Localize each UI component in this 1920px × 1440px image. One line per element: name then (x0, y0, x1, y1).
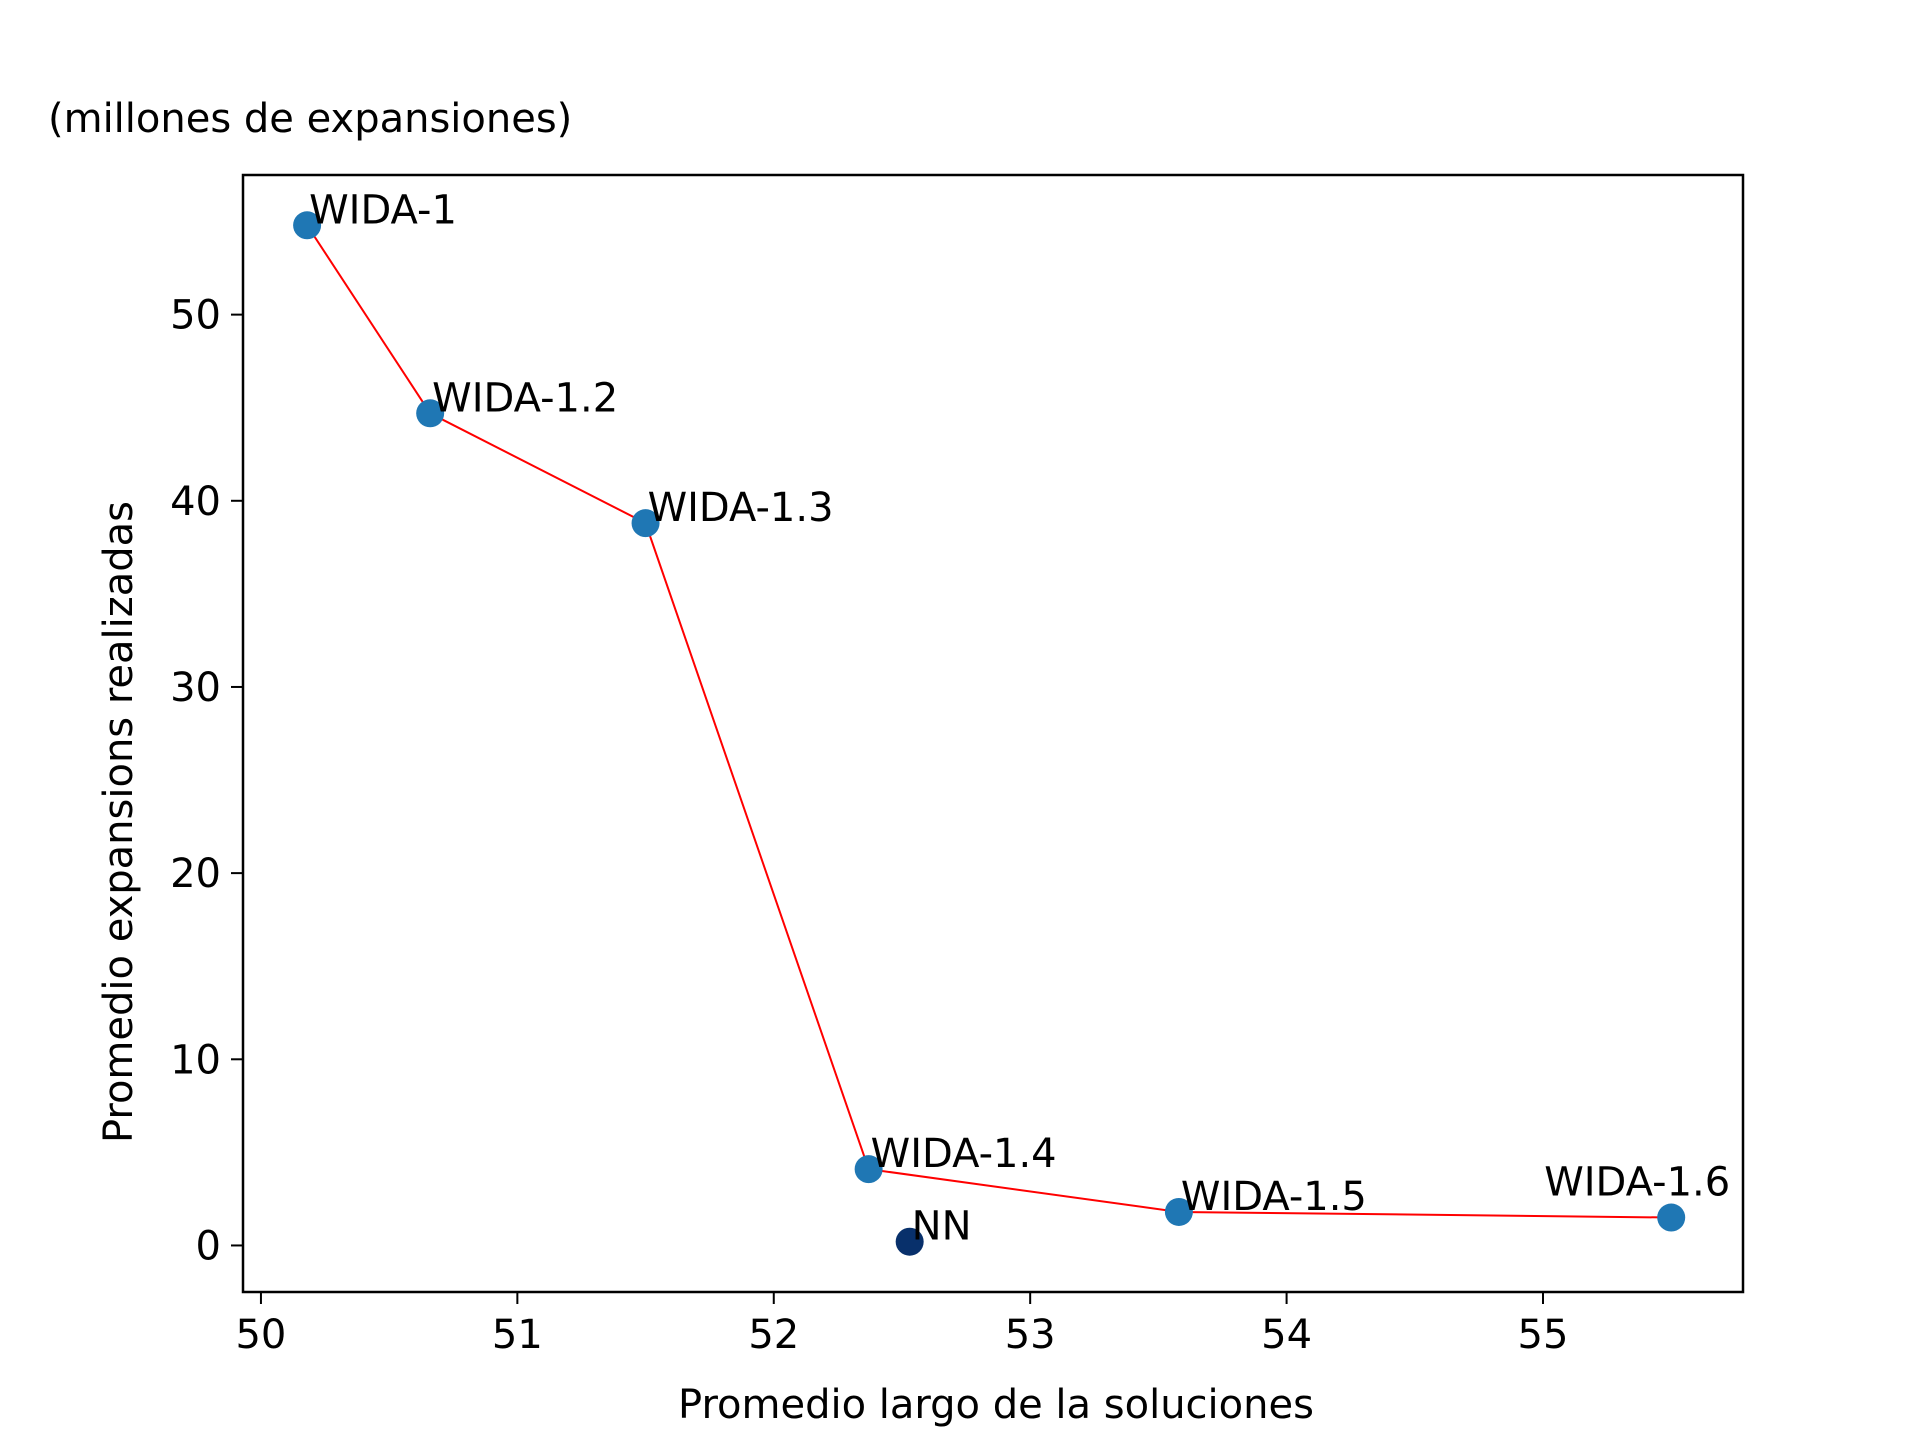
data-point (895, 1227, 924, 1256)
plot-frame (241, 173, 1745, 1294)
point-labels-layer: WIDA-1 WIDA-1.2 WIDA-1.3 WIDA-1.4 WIDA-1.5 WI… (309, 187, 1730, 1249)
x-tick-label: 54 (1261, 1312, 1312, 1358)
y-unit-note: (millones de expansiones) (48, 96, 572, 142)
y-tick-label: 10 (170, 1037, 221, 1083)
x-tick-label: 51 (492, 1312, 543, 1358)
data-points-layer (293, 211, 1686, 1256)
y-tick-label: 0 (196, 1223, 221, 1269)
data-point (293, 211, 322, 240)
x-axis-ticks: 50 51 52 53 54 55 (235, 1292, 1568, 1358)
point-label: WIDA-1.5 (1181, 1174, 1367, 1220)
x-axis-label: Promedio largo de la soluciones (678, 1382, 1314, 1428)
y-tick-label: 20 (170, 851, 221, 897)
point-label: WIDA-1.2 (432, 375, 618, 421)
data-point (1164, 1197, 1193, 1226)
y-tick-label: 40 (170, 479, 221, 525)
frontier-line (306, 224, 1672, 1219)
y-axis-ticks: 0 10 20 30 40 50 (170, 293, 243, 1269)
x-tick-label: 50 (235, 1312, 286, 1358)
plot-area (241, 173, 1745, 1294)
y-axis-label: Promedio expansions realizadas (96, 501, 142, 1143)
point-label: WIDA-1.3 (648, 485, 834, 531)
data-point (631, 509, 660, 538)
data-point (416, 399, 445, 428)
x-tick-label: 55 (1518, 1312, 1569, 1358)
x-tick-label: 53 (1005, 1312, 1056, 1358)
data-point (1657, 1203, 1686, 1232)
point-label: WIDA-1 (309, 187, 457, 233)
x-tick-label: 52 (748, 1312, 799, 1358)
y-tick-label: 50 (170, 293, 221, 339)
point-label: WIDA-1.6 (1544, 1160, 1730, 1206)
point-label: NN (912, 1204, 972, 1250)
data-point (854, 1155, 883, 1184)
y-tick-label: 30 (170, 665, 221, 711)
frontier-line-layer (306, 224, 1672, 1219)
point-label: WIDA-1.4 (871, 1131, 1057, 1177)
